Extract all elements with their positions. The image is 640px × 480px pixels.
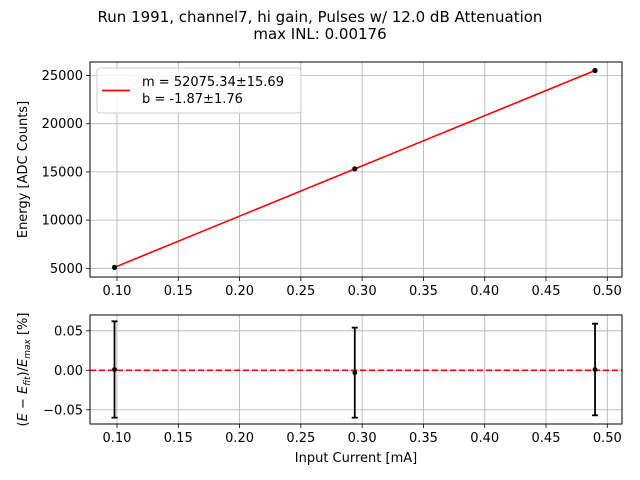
bottom-x-tick-label: 0.40	[470, 431, 499, 446]
residual-point	[592, 367, 598, 372]
bottom-y-tick-label: −0.05	[43, 403, 83, 418]
bottom-y-tick-label: 0.05	[54, 324, 83, 339]
top-x-tick-label: 0.20	[225, 284, 254, 299]
top-x-tick-label: 0.25	[286, 284, 315, 299]
bottom-x-tick-label: 0.45	[532, 431, 561, 446]
bottom-x-tick-label: 0.30	[348, 431, 377, 446]
chart-title-line1: Run 1991, channel7, hi gain, Pulses w/ 1…	[98, 8, 543, 26]
bottom-axes-frame	[89, 314, 623, 425]
bottom-y-ticks: 0.05 0.00 −0.05	[43, 324, 90, 418]
top-x-tick-label: 0.30	[348, 284, 377, 299]
bottom-x-ticks: 0.10 0.15 0.20 0.25 0.30 0.35 0.40 0.45 0.50	[102, 424, 622, 446]
top-x-tick-label: 0.50	[593, 284, 622, 299]
bottom-x-tick-label: 0.20	[225, 431, 254, 446]
data-point	[592, 67, 598, 74]
legend-intercept-text: b = -1.87±1.76	[142, 92, 243, 107]
bottom-x-tick-label: 0.15	[164, 431, 193, 446]
bottom-x-tick-label: 0.50	[593, 431, 622, 446]
legend-slope-text: m = 52075.34±15.69	[142, 75, 284, 90]
bottom-x-tick-label: 0.10	[102, 431, 131, 446]
top-x-tick-label: 0.35	[409, 284, 438, 299]
legend-box	[96, 67, 302, 114]
top-x-ticks: 0.10 0.15 0.20 0.25 0.30 0.35 0.40 0.45 0.50	[102, 277, 622, 299]
data-point	[352, 166, 358, 172]
top-y-tick-label: 15000	[42, 165, 83, 180]
top-x-tick-label: 0.45	[532, 284, 561, 299]
top-y-ticks: 5000 10000 15000 20000 25000	[42, 69, 90, 277]
top-y-tick-label: 10000	[42, 214, 83, 229]
top-y-tick-label: 5000	[50, 262, 83, 277]
top-y-axis-label: Energy [ADC Counts]	[16, 101, 31, 238]
x-axis-label: Input Current [mA]	[295, 451, 417, 466]
top-y-tick-label: 20000	[42, 117, 83, 132]
top-x-tick-label: 0.40	[470, 284, 499, 299]
bottom-series	[90, 320, 622, 419]
residual-point	[112, 367, 117, 372]
bottom-y-tick-label: 0.00	[54, 364, 83, 379]
bottom-y-axis-label: (E − Efit)/Emax [%]	[16, 313, 33, 427]
chart-title-line2: max INL: 0.00176	[253, 25, 386, 43]
top-series	[111, 67, 598, 270]
top-axes-frame	[89, 61, 623, 278]
bottom-x-tick-label: 0.25	[286, 431, 315, 446]
top-x-tick-label: 0.15	[164, 284, 193, 299]
top-plot-panel: 0.10 0.15 0.20 0.25 0.30 0.35 0.40 0.45 0.50 500…	[16, 61, 623, 299]
bottom-x-tick-label: 0.35	[409, 431, 438, 446]
data-point	[111, 264, 118, 270]
svg-text:(E − Efit)/Emax [%]: (E − Efit)/Emax [%]	[16, 313, 33, 427]
top-x-tick-label: 0.10	[102, 284, 131, 299]
top-y-tick-label: 25000	[42, 69, 83, 84]
residual-point	[352, 370, 358, 376]
bottom-plot-panel: 0.10 0.15 0.20 0.25 0.30 0.35 0.40 0.45 0.50 0.0…	[16, 313, 623, 466]
legend: m = 52075.34±15.69 b = -1.87±1.76	[96, 67, 302, 114]
